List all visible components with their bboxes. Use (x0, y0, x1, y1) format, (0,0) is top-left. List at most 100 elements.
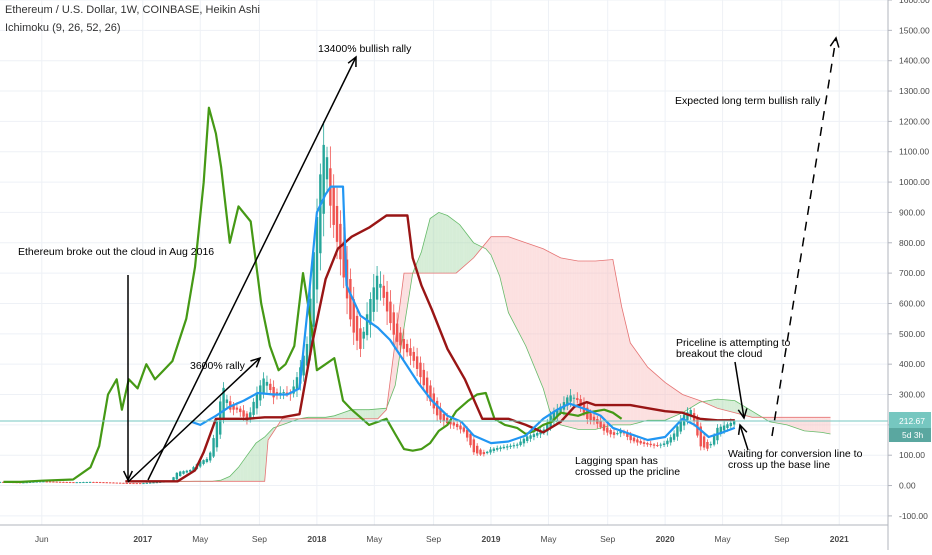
cloud-segment-bearish (660, 378, 662, 420)
cloud-segment-bullish (237, 467, 239, 481)
cloud-segment-bullish (432, 216, 434, 273)
cloud-segment-bullish (345, 412, 347, 419)
cloud-segment-bearish (667, 384, 669, 420)
y-tick-label: -100.00 (899, 511, 928, 521)
candle-body-down (359, 328, 361, 349)
candle-body-up (523, 439, 525, 444)
candle-body-down (389, 302, 391, 323)
cloud-segment-bullish (350, 410, 352, 419)
cloud-segment-bullish (465, 231, 467, 265)
candle-body-down (426, 378, 428, 394)
candle-body-down (269, 384, 271, 390)
candle-body-down (463, 427, 465, 431)
candle-body-up (186, 471, 188, 473)
candle-body-up (146, 483, 148, 484)
cloud-segment-bearish (609, 260, 611, 426)
candle-body-up (730, 423, 732, 426)
cloud-segment-bullish (435, 214, 437, 273)
cloud-segment-bearish (642, 360, 644, 422)
candle-body-up (363, 332, 365, 339)
cloud-segment-bearish (519, 240, 521, 336)
candle-body-down (479, 450, 481, 455)
cloud-segment-bearish (790, 417, 792, 426)
cloud-segment-bearish (683, 395, 685, 413)
candle-body-down (332, 187, 334, 225)
cloud-segment-bullish (343, 412, 345, 419)
candle-body-up (366, 314, 368, 335)
candle-body-down (643, 442, 645, 444)
cloud-segment-bullish (367, 410, 369, 419)
candle-body-down (239, 409, 241, 412)
cloud-segment-bearish (536, 246, 538, 375)
cloud-segment-bullish (246, 455, 248, 481)
candle-body-down (356, 316, 358, 341)
cloud-segment-bearish (540, 248, 542, 385)
cloud-segment-bullish (252, 445, 254, 481)
cloud-segment-bullish (439, 212, 441, 273)
cloud-segment-bullish (259, 439, 261, 481)
candle-body-down (629, 435, 631, 440)
candle-body-up (216, 422, 218, 448)
x-tick-label: May (192, 534, 209, 544)
cloud-segment-bearish (548, 252, 550, 413)
x-tick-label: May (540, 534, 557, 544)
cloud-segment-bearish (679, 392, 681, 414)
candle-body-up (182, 471, 184, 474)
cloud-segment-bearish (521, 241, 523, 339)
cloud-segment-bearish (639, 355, 641, 423)
candle-body-up (266, 382, 268, 386)
cloud-segment-bearish (806, 417, 808, 431)
price-tag-value: 212.67 (899, 416, 925, 426)
cloud-segment-bearish (282, 419, 284, 425)
cloud-segment-bearish (811, 417, 813, 431)
candle-body-down (589, 413, 591, 420)
candle-body-up (660, 445, 662, 446)
candle-body-down (69, 482, 71, 483)
candle-body-down (576, 398, 578, 400)
candle-body-down (419, 363, 421, 377)
candle-body-up (376, 276, 378, 300)
cloud-segment-bearish (508, 237, 510, 316)
cloud-segment-bearish (644, 362, 646, 421)
cloud-segment-bullish (726, 400, 728, 411)
candle-body-up (212, 438, 214, 456)
candle-body-up (506, 446, 508, 447)
cloud-segment-bearish (827, 417, 829, 433)
y-tick-label: 700.00 (899, 268, 925, 278)
candle-body-up (206, 459, 208, 462)
candle-body-down (383, 286, 385, 298)
candle-body-down (650, 444, 652, 445)
candle-body-down (336, 206, 338, 242)
cloud-segment-bullish (256, 442, 258, 481)
candle-body-up (179, 472, 181, 476)
cloud-segment-bullish (468, 236, 470, 263)
candle-body-down (106, 482, 108, 483)
candle-body-up (616, 433, 618, 434)
cloud-segment-bearish (545, 250, 547, 401)
cloud-segment-bearish (792, 417, 794, 427)
candle-body-up (509, 446, 511, 447)
cloud-segment-bullish (374, 409, 376, 419)
candle-body-up (489, 449, 491, 452)
annotation-expected-rally: Expected long term bullish rally (675, 95, 821, 107)
candle-body-down (56, 482, 58, 483)
candle-body-down (62, 482, 64, 483)
candle-body-down (393, 312, 395, 334)
candle-body-down (613, 432, 615, 435)
candle-body-up (322, 145, 324, 214)
cloud-segment-bearish (575, 260, 577, 429)
candle-body-down (386, 292, 388, 312)
cloud-segment-bearish (651, 370, 653, 420)
candle-body-down (116, 483, 118, 484)
candle-body-down (52, 482, 54, 483)
cloud-segment-bearish (515, 239, 517, 329)
candle-body-up (529, 435, 531, 438)
cloud-segment-bullish (242, 460, 244, 481)
plot-area[interactable] (0, 108, 831, 484)
annotation-breakout: Ethereum broke out the cloud in Aug 2016 (18, 246, 214, 258)
y-tick-label: 500.00 (899, 329, 925, 339)
candle-body-down (416, 356, 418, 369)
cloud-segment-bearish (597, 261, 599, 429)
